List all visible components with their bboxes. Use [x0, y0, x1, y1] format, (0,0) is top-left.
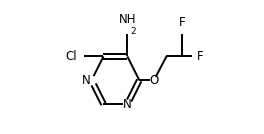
- Text: NH: NH: [119, 13, 136, 26]
- Text: 2: 2: [131, 27, 136, 36]
- Text: Cl: Cl: [65, 50, 77, 63]
- Text: N: N: [123, 98, 132, 111]
- Text: N: N: [82, 74, 90, 87]
- Text: F: F: [197, 50, 204, 63]
- Text: O: O: [149, 74, 158, 87]
- Text: F: F: [179, 16, 186, 29]
